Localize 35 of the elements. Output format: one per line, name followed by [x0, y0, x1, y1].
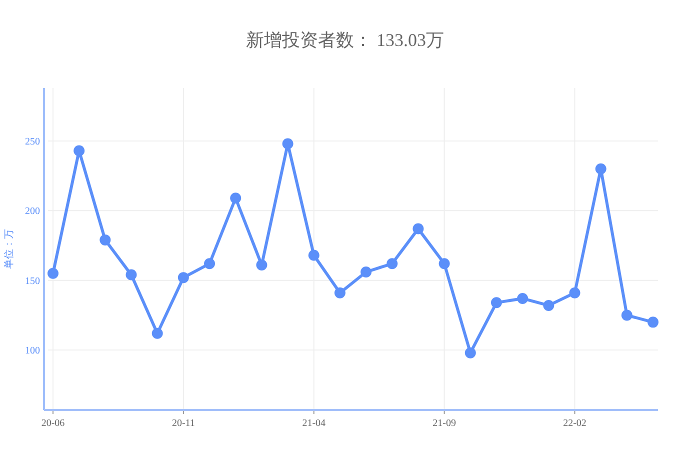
point: [386, 258, 398, 270]
point: [464, 347, 476, 358]
point: [490, 297, 502, 308]
point: [621, 310, 632, 321]
point: [256, 260, 268, 271]
point: [282, 138, 294, 150]
point: [48, 268, 58, 279]
point: [178, 272, 189, 284]
point: [543, 300, 554, 311]
x-tick-label: 21-09: [432, 418, 456, 429]
y-tick-label: 200: [25, 206, 40, 218]
point: [595, 163, 606, 174]
point: [412, 223, 424, 234]
point: [74, 145, 85, 156]
point: [204, 258, 216, 270]
point: [648, 316, 658, 328]
point: [126, 269, 137, 280]
y-tick-label: 250: [25, 136, 40, 148]
point: [152, 328, 163, 339]
point: [360, 266, 372, 278]
point: [230, 192, 242, 204]
x-tick-label: 20-06: [41, 418, 65, 429]
point: [308, 250, 320, 261]
point: [517, 292, 528, 304]
y-axis-title: 单位：万: [3, 229, 15, 269]
x-tick-label: 22-02: [563, 418, 586, 429]
chart-title: 新增投资者数： 133.03万: [246, 30, 444, 50]
point: [569, 287, 580, 298]
x-tick-label: 21-04: [302, 418, 326, 429]
y-tick-label: 100: [25, 346, 40, 357]
point: [100, 234, 111, 246]
point: [334, 287, 346, 298]
x-tick-label: 20-11: [172, 418, 195, 429]
y-tick-label: 150: [25, 276, 40, 287]
point: [438, 258, 450, 270]
